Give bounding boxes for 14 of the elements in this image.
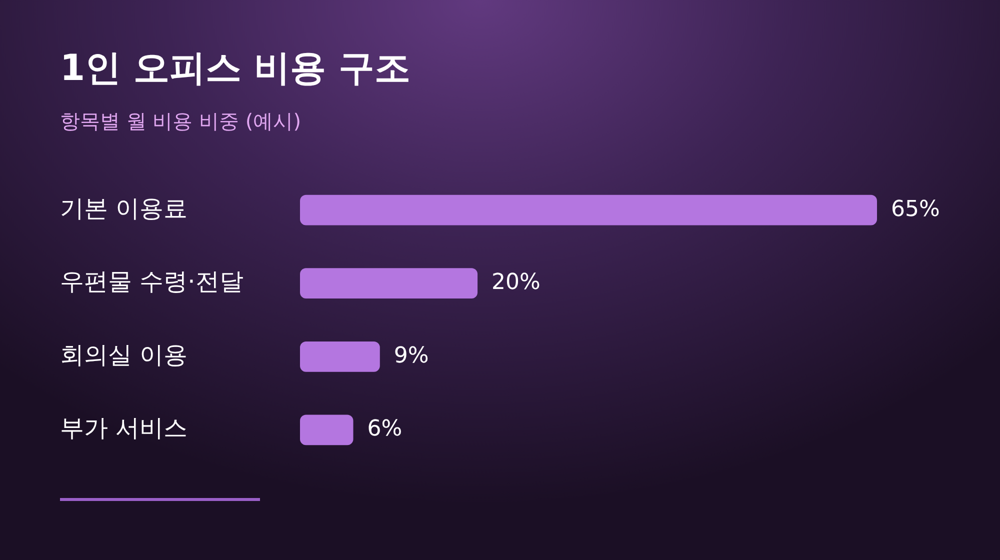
chart-subtitle: 항목별 월 비용 비중 (예시) [60,108,302,135]
y-tick-label: 기본 이용료 [60,194,188,222]
data-label: 20% [492,270,540,296]
bar [300,194,877,226]
data-label: 65% [891,196,940,222]
y-tick-label: 회의실 이용 [60,340,188,369]
y-tick-label: 부가 서비스 [60,414,188,442]
data-label: 9% [394,343,429,368]
bar [300,414,354,446]
bar [300,341,380,372]
bar [300,268,478,299]
y-tick-label: 우편물 수령·전달 [60,268,244,296]
data-label: 6% [367,416,402,442]
chart-title: 1인 오피스 비용 구조 [60,47,411,91]
